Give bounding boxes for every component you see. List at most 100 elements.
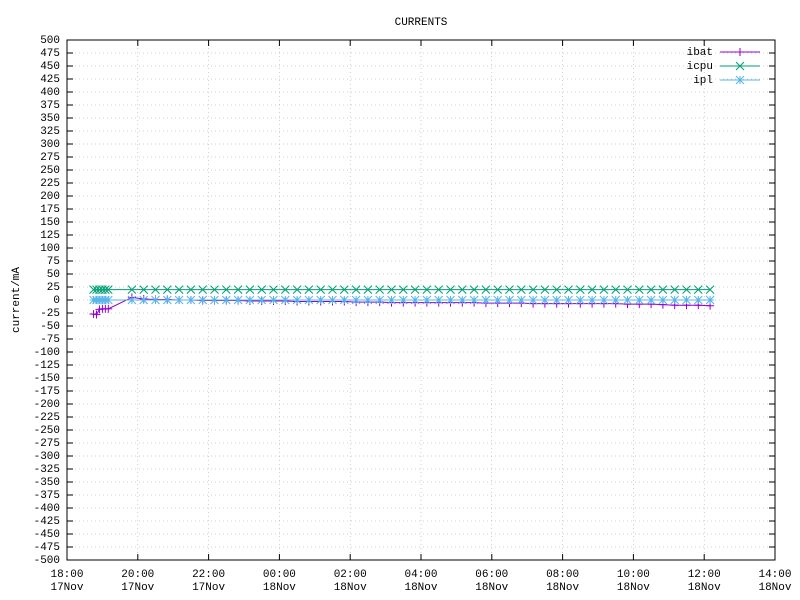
point <box>233 295 243 305</box>
marker-stroke <box>304 295 314 305</box>
y-tick-label: 175 <box>40 204 60 216</box>
point <box>434 285 444 294</box>
x-tick-label: 22:00 <box>192 569 225 581</box>
plot-frame <box>66 39 776 561</box>
marker-stroke <box>151 285 160 294</box>
marker-stroke <box>552 295 562 305</box>
chart-title: CURRENTS <box>395 17 448 29</box>
point <box>351 295 361 305</box>
marker-stroke <box>481 295 491 305</box>
point <box>575 295 585 305</box>
point <box>516 285 526 294</box>
y-tick-label: -450 <box>34 529 60 541</box>
marker-stroke <box>693 285 703 294</box>
marker-stroke <box>363 285 373 294</box>
marker-stroke <box>575 295 585 305</box>
point <box>552 285 562 294</box>
y-axis-label: current/mA <box>11 267 23 333</box>
point <box>634 285 644 294</box>
point <box>387 285 396 294</box>
point <box>375 285 385 294</box>
y-tick-label: 200 <box>40 191 60 203</box>
y-tick-label: -175 <box>34 386 60 398</box>
point <box>670 285 680 294</box>
point <box>387 295 396 305</box>
marker-stroke <box>735 61 745 71</box>
marker-stroke <box>575 285 585 294</box>
point <box>363 285 373 294</box>
legend-marker <box>735 75 745 85</box>
y-tick-label: -75 <box>40 334 60 346</box>
marker-stroke <box>103 295 113 305</box>
marker-stroke <box>269 295 278 305</box>
point <box>587 285 597 294</box>
point <box>127 295 137 305</box>
marker-stroke <box>564 285 573 294</box>
marker-stroke <box>528 295 538 305</box>
marker-stroke <box>174 285 184 294</box>
y-tick-label: 450 <box>40 61 60 73</box>
point <box>198 285 208 294</box>
point <box>139 285 149 294</box>
marker-stroke <box>174 295 184 305</box>
x-tick-label: 18Nov <box>546 582 579 594</box>
marker-stroke <box>658 295 668 305</box>
point <box>410 285 420 294</box>
point <box>493 295 503 305</box>
marker-stroke <box>398 295 408 305</box>
point <box>469 285 479 294</box>
x-tick-label: 04:00 <box>404 569 437 581</box>
point <box>339 295 349 305</box>
marker-stroke <box>339 295 349 305</box>
point <box>646 295 656 305</box>
point <box>304 295 314 305</box>
y-tick-label: -475 <box>34 542 60 554</box>
marker-stroke <box>103 285 113 294</box>
x-tick-label: 12:00 <box>688 569 721 581</box>
marker-stroke <box>292 285 302 294</box>
y-tick-label: -225 <box>34 412 60 424</box>
point <box>634 295 644 305</box>
point <box>564 285 573 294</box>
marker-stroke <box>493 295 503 305</box>
x-tick-label: 18Nov <box>758 582 791 594</box>
marker-stroke <box>269 285 278 294</box>
point <box>398 295 408 305</box>
point <box>151 285 160 294</box>
point <box>103 295 113 305</box>
marker-stroke <box>587 285 597 294</box>
marker-stroke <box>516 295 526 305</box>
point <box>693 285 703 294</box>
marker-stroke <box>682 285 691 294</box>
point <box>575 285 585 294</box>
marker-stroke <box>328 285 337 294</box>
marker-stroke <box>693 295 703 305</box>
point <box>162 285 172 294</box>
marker-stroke <box>257 295 267 305</box>
point <box>682 295 691 305</box>
y-tick-label: 50 <box>47 269 60 281</box>
point <box>481 285 491 294</box>
marker-stroke <box>186 285 196 294</box>
y-tick-label: -500 <box>34 555 60 567</box>
marker-stroke <box>599 295 609 305</box>
marker-stroke <box>351 285 361 294</box>
y-tick-label: 325 <box>40 126 60 138</box>
x-tick-label: 10:00 <box>617 569 650 581</box>
point <box>139 295 149 305</box>
legend-label: icpu <box>687 61 713 73</box>
y-tick-label: 0 <box>53 295 60 307</box>
marker-stroke <box>398 285 408 294</box>
point <box>705 285 715 294</box>
x-tick-label: 06:00 <box>475 569 508 581</box>
y-tick-label: -350 <box>34 477 60 489</box>
point <box>540 285 550 294</box>
point <box>174 295 184 305</box>
point <box>339 285 349 294</box>
marker-stroke <box>139 285 149 294</box>
marker-stroke <box>469 285 479 294</box>
marker-stroke <box>634 285 644 294</box>
legend-marker <box>735 61 745 71</box>
marker-stroke <box>280 295 290 305</box>
marker-stroke <box>634 295 644 305</box>
